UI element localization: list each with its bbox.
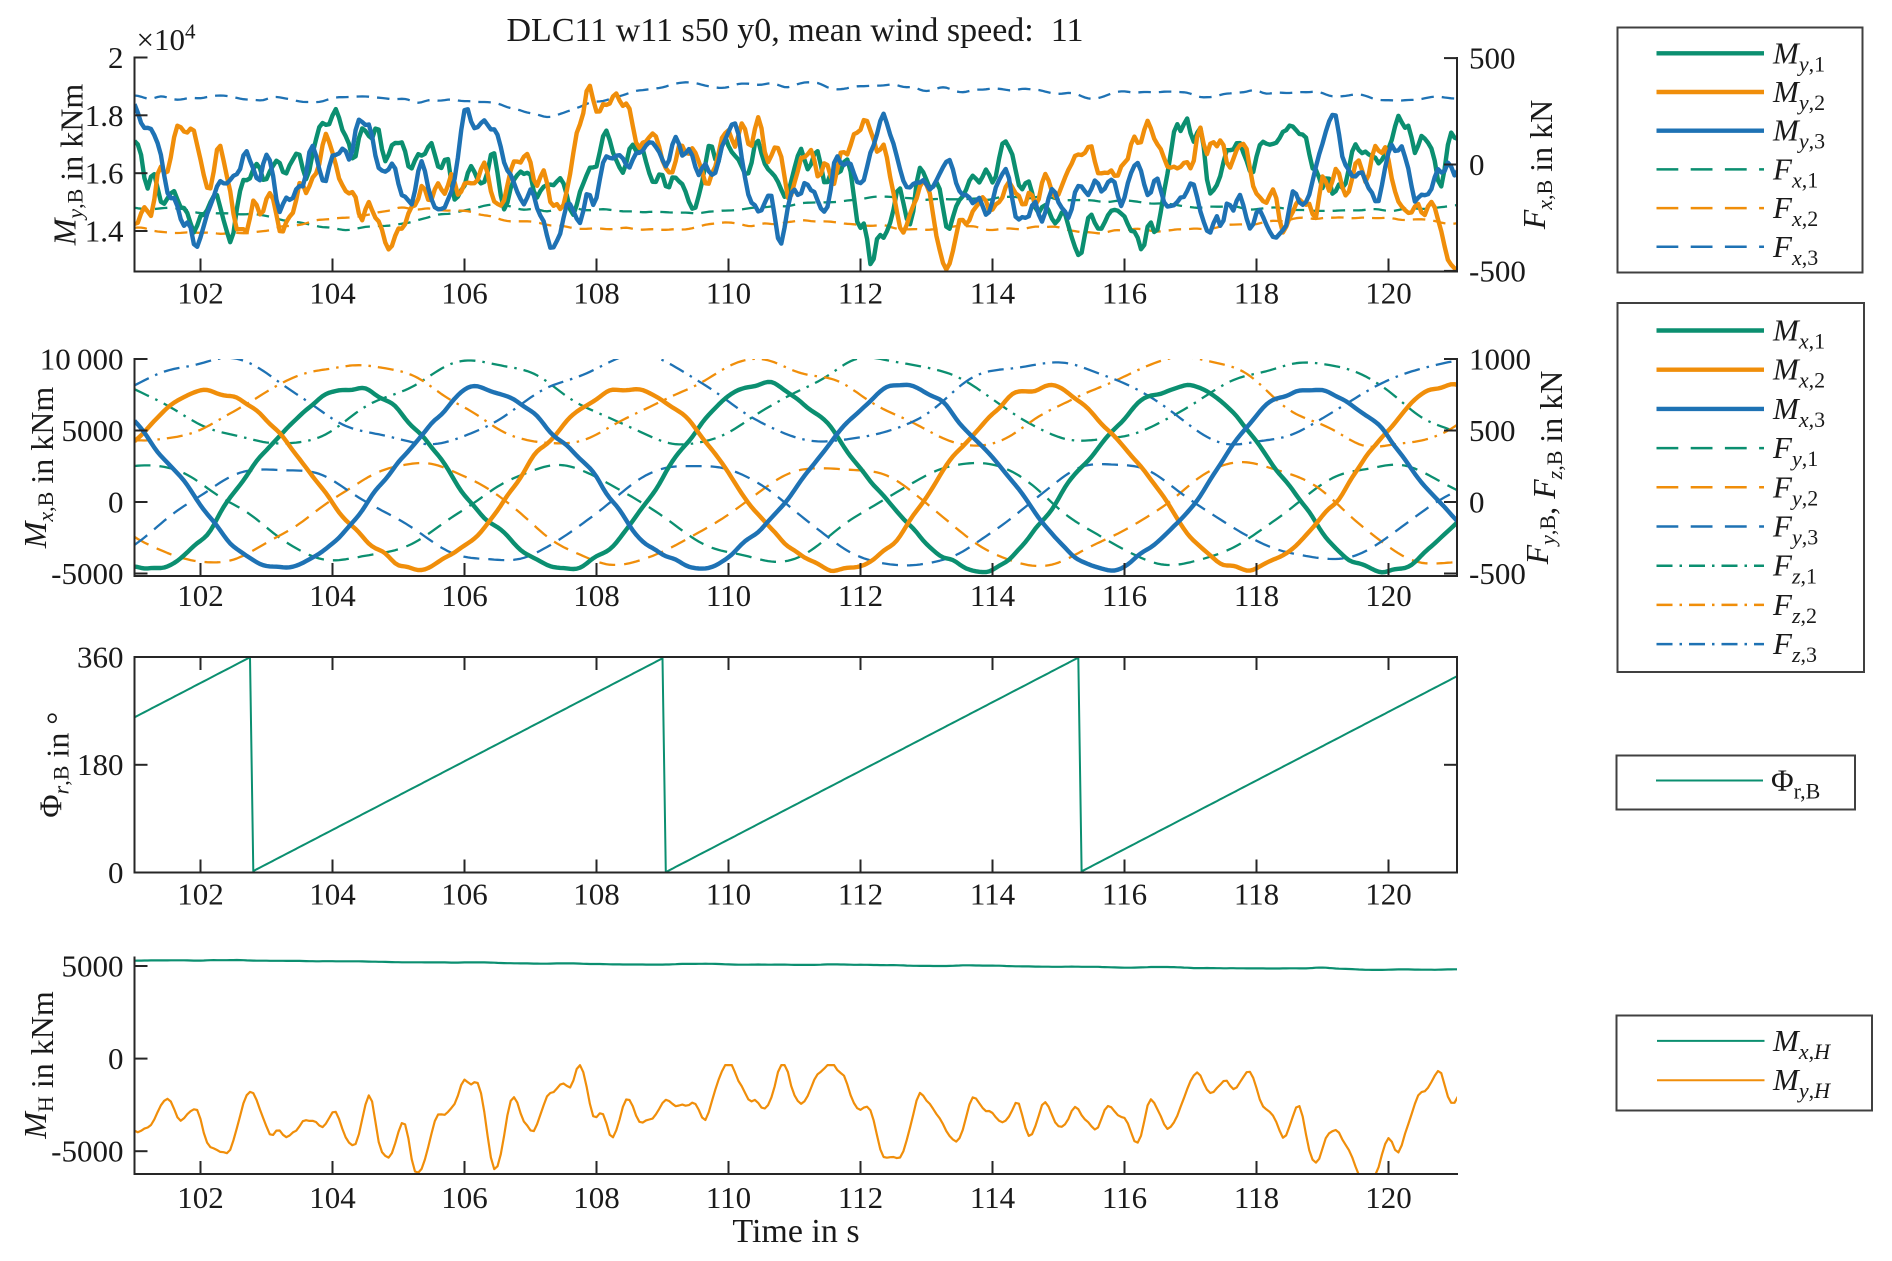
- svg-text:110: 110: [706, 877, 751, 912]
- svg-text:116: 116: [1102, 877, 1147, 912]
- svg-text:-500: -500: [1469, 556, 1526, 591]
- svg-text:106: 106: [441, 578, 488, 613]
- svg-text:116: 116: [1102, 1180, 1147, 1215]
- svg-text:5000: 5000: [62, 949, 124, 984]
- svg-text:110: 110: [706, 276, 751, 311]
- svg-text:114: 114: [970, 578, 1016, 613]
- svg-text:120: 120: [1365, 1180, 1412, 1215]
- svg-text:108: 108: [573, 578, 620, 613]
- svg-text:106: 106: [441, 877, 488, 912]
- svg-text:Mx,2: Mx,2: [1772, 352, 1825, 393]
- svg-text:Fz,3: Fz,3: [1772, 626, 1817, 667]
- svg-text:112: 112: [838, 276, 883, 311]
- svg-text:My,H: My,H: [1772, 1062, 1831, 1103]
- svg-text:-5000: -5000: [51, 1134, 123, 1169]
- svg-text:104: 104: [309, 578, 356, 613]
- svg-text:Fy,B, Fz,B in kN: Fy,B, Fz,B in kN: [1519, 371, 1569, 566]
- svg-text:DLC11 w11 s50 y0, mean wind sp: DLC11 w11 s50 y0, mean wind speed: 11: [507, 12, 1084, 49]
- svg-text:112: 112: [838, 877, 883, 912]
- svg-text:0: 0: [108, 855, 124, 890]
- svg-text:Fz,1: Fz,1: [1772, 548, 1817, 589]
- svg-text:104: 104: [309, 1180, 356, 1215]
- svg-text:1.6: 1.6: [85, 156, 124, 191]
- svg-text:1000: 1000: [1469, 342, 1531, 377]
- svg-text:116: 116: [1102, 578, 1147, 613]
- svg-text:500: 500: [1469, 413, 1516, 448]
- svg-text:My,3: My,3: [1772, 113, 1825, 154]
- svg-text:Fx,3: Fx,3: [1772, 229, 1818, 270]
- svg-text:0: 0: [108, 485, 124, 520]
- svg-text:110: 110: [706, 578, 751, 613]
- svg-text:1.8: 1.8: [85, 98, 124, 133]
- svg-text:5000: 5000: [62, 413, 124, 448]
- svg-text:104: 104: [309, 877, 356, 912]
- svg-text:-5000: -5000: [51, 556, 123, 591]
- svg-text:Mx,B in kNm: Mx,B in kNm: [17, 387, 60, 550]
- svg-text:112: 112: [838, 1180, 883, 1215]
- svg-text:Mx,3: Mx,3: [1772, 391, 1825, 432]
- svg-text:114: 114: [970, 1180, 1016, 1215]
- svg-text:Fy,3: Fy,3: [1772, 509, 1818, 550]
- svg-text:0: 0: [108, 1041, 124, 1076]
- svg-text:102: 102: [177, 276, 224, 311]
- svg-text:108: 108: [573, 877, 620, 912]
- svg-text:Φr,B in °: Φr,B in °: [33, 712, 76, 818]
- svg-text:-500: -500: [1469, 253, 1526, 288]
- svg-text:102: 102: [177, 877, 224, 912]
- svg-text:MH in kNm: MH in kNm: [17, 991, 60, 1140]
- svg-text:1.4: 1.4: [85, 214, 124, 249]
- svg-text:My,2: My,2: [1772, 74, 1825, 115]
- svg-text:106: 106: [441, 1180, 488, 1215]
- svg-text:110: 110: [706, 1180, 751, 1215]
- svg-text:2: 2: [108, 40, 124, 75]
- svg-text:120: 120: [1365, 578, 1412, 613]
- svg-text:Fz,2: Fz,2: [1772, 587, 1817, 628]
- svg-text:104: 104: [309, 276, 356, 311]
- svg-text:360: 360: [77, 640, 124, 675]
- svg-text:Fx,1: Fx,1: [1772, 151, 1818, 192]
- svg-text:Fx,2: Fx,2: [1772, 190, 1818, 231]
- svg-text:My,B in kNm: My,B in kNm: [47, 84, 90, 247]
- svg-text:102: 102: [177, 1180, 224, 1215]
- svg-text:118: 118: [1234, 276, 1279, 311]
- svg-text:500: 500: [1469, 41, 1516, 76]
- svg-text:114: 114: [970, 877, 1016, 912]
- svg-text:Fy,2: Fy,2: [1772, 469, 1818, 510]
- svg-text:Fy,1: Fy,1: [1772, 430, 1818, 471]
- svg-text:106: 106: [441, 276, 488, 311]
- svg-text:Mx,1: Mx,1: [1772, 313, 1825, 354]
- svg-text:0: 0: [1469, 485, 1485, 520]
- svg-text:Time in s: Time in s: [732, 1213, 859, 1250]
- svg-text:10 000: 10 000: [40, 342, 124, 377]
- svg-text:My,1: My,1: [1772, 35, 1825, 76]
- svg-text:120: 120: [1365, 276, 1412, 311]
- svg-text:180: 180: [77, 747, 124, 782]
- svg-text:0: 0: [1469, 147, 1485, 182]
- svg-text:120: 120: [1365, 877, 1412, 912]
- svg-text:108: 108: [573, 1180, 620, 1215]
- svg-text:Mx,H: Mx,H: [1772, 1023, 1831, 1064]
- svg-text:114: 114: [970, 276, 1016, 311]
- svg-text:112: 112: [838, 578, 883, 613]
- svg-text:Fx,B in kN: Fx,B in kN: [1516, 100, 1559, 231]
- svg-text:108: 108: [573, 276, 620, 311]
- svg-text:102: 102: [177, 578, 224, 613]
- svg-text:116: 116: [1102, 276, 1147, 311]
- svg-text:118: 118: [1234, 877, 1279, 912]
- svg-text:118: 118: [1234, 578, 1279, 613]
- svg-text:118: 118: [1234, 1180, 1279, 1215]
